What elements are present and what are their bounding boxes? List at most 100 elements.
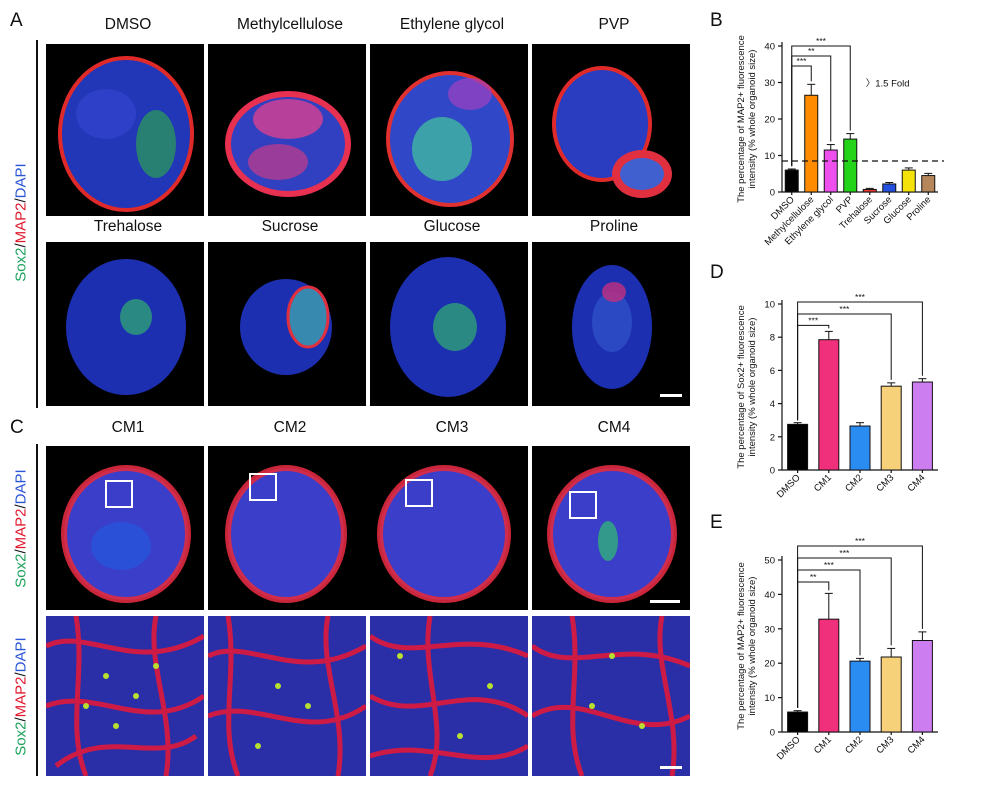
chart-e-bar [880, 656, 902, 733]
chart-d-ytick-label: 10 [764, 300, 775, 311]
chart-d-bar [818, 339, 840, 471]
col-label-glucose: Glucose [423, 218, 481, 235]
chart-b-ytick-label: 10 [764, 151, 775, 162]
chart-d-xtick-label: DMSO [775, 472, 803, 500]
chart-b-bar [843, 138, 858, 193]
micrograph-ethylene-glycol [370, 44, 528, 216]
panel-c-stain-label-top: Sox2/MAP2/DAPI [12, 469, 30, 588]
zoom-cm4 [532, 616, 690, 776]
chart-e-sig-bracket [797, 545, 923, 709]
chart-d-sig-label: *** [855, 292, 866, 302]
chart-e-svg: 0 10 20 30 40 50 The percentage of MAP2+ fluor… [736, 536, 938, 762]
chart-b-bar [882, 183, 897, 193]
chart-d-ytick-label: 2 [770, 432, 775, 443]
chart-d-bar [849, 425, 871, 471]
panel-a-divider [36, 40, 38, 408]
chart-d-xtick-label: CM1 [812, 472, 834, 494]
col-label-cm3: CM3 [435, 419, 469, 436]
chart-d-ytick-label: 0 [770, 466, 775, 477]
chart-b-svg: 0 10 20 30 40 The percentage of MAP2+ fluores… [736, 35, 944, 248]
micrograph-dmso [46, 44, 204, 216]
chart-b-sig-label: *** [816, 36, 827, 46]
micrograph-cm1 [46, 446, 204, 610]
chart-e-bar [818, 618, 840, 733]
micrograph-cm3 [360, 446, 528, 610]
chart-e: 0 10 20 30 40 50 The percentage of MAP2+ fluor… [720, 522, 995, 790]
chart-d-sig-label: *** [839, 304, 850, 314]
scale-bar-c-top [650, 600, 680, 603]
chart-b-bar [862, 188, 877, 193]
chart-d-ytick-label: 6 [770, 366, 775, 377]
col-label-cm2: CM2 [273, 419, 307, 436]
micrograph-proline [532, 242, 690, 406]
chart-b-ytick-label: 0 [770, 188, 775, 199]
chart-b-bar [901, 169, 916, 193]
chart-b-ytick-label: 40 [764, 42, 775, 53]
panel-c-divider [36, 444, 38, 776]
chart-d-ytick-label: 4 [770, 399, 775, 410]
chart-e-ytick-label: 30 [764, 624, 775, 635]
chart-d-sig-bracket [797, 313, 892, 421]
chart-d-bar [880, 385, 902, 471]
zoom-cm2 [208, 616, 366, 776]
chart-b: 0 10 20 30 40 The percentage of MAP2+ fluores… [720, 30, 995, 255]
chart-e-xtick-label: CM2 [843, 734, 865, 756]
chart-b-ylabel-line1: The percentage of MAP2+ fluorescence [736, 35, 747, 203]
panel-letter-a: A [10, 10, 23, 31]
chart-d-ytick-label: 8 [770, 333, 775, 344]
zoom-cm1 [46, 616, 204, 776]
chart-b-sig-label: ** [808, 46, 815, 56]
micrograph-sucrose [208, 242, 366, 406]
col-label-trehalose: Trehalose [93, 218, 163, 235]
chart-d-svg: 0 2 4 6 8 10 The percentage of Sox2+ fluoresce… [736, 292, 938, 500]
micrograph-cm2 [208, 446, 366, 610]
scale-bar-a [660, 394, 682, 397]
chart-e-xtick-label: CM4 [906, 734, 928, 756]
chart-d-xtick-label: CM4 [906, 472, 928, 494]
panel-letter-c: C [10, 417, 24, 438]
chart-b-bar [784, 169, 799, 193]
col-label-cm1: CM1 [111, 419, 145, 436]
col-label-cm4: CM4 [597, 419, 631, 436]
panel-c-stain-label-bottom: Sox2/MAP2/DAPI [12, 637, 30, 756]
chart-b-ylabel-line2: intensity (% whole organoid size) [747, 50, 758, 189]
chart-e-ytick-label: 0 [770, 728, 775, 739]
chart-b-bar [804, 94, 819, 193]
chart-d-bar [787, 423, 809, 471]
chart-b-annotation: 〉1.5 Fold [866, 79, 910, 90]
micrograph-cm4 [532, 446, 690, 610]
chart-b-sig-bracket [791, 45, 851, 167]
chart-e-sig-label: *** [839, 548, 850, 558]
panel-letter-b: B [710, 10, 723, 31]
chart-d-bar [911, 381, 933, 471]
chart-e-ytick-label: 20 [764, 659, 775, 670]
chart-e-xtick-label: CM1 [812, 734, 834, 756]
micrograph-glucose [370, 242, 528, 406]
chart-b-ytick-label: 20 [764, 115, 775, 126]
chart-e-ylabel-line2: intensity (% whole organoid size) [747, 577, 758, 716]
chart-b-sig-label: *** [797, 56, 808, 66]
chart-e-ytick-label: 10 [764, 693, 775, 704]
chart-e-sig-label: *** [855, 536, 866, 546]
col-label-ethylene-glycol: Ethylene glycol [399, 16, 505, 33]
micrograph-methylcellulose [208, 44, 366, 216]
chart-e-ytick-label: 50 [764, 556, 775, 567]
chart-e-sig-label: *** [824, 560, 835, 570]
chart-d-ylabel-line2: intensity (% whole organoid size) [747, 318, 758, 457]
chart-b-bar [823, 149, 838, 193]
panel-letter-e: E [710, 512, 723, 533]
chart-e-bar [911, 639, 933, 733]
panel-letter-d: D [710, 262, 724, 283]
col-label-methylcellulose: Methylcellulose [237, 16, 343, 33]
col-label-dmso: DMSO [104, 16, 152, 33]
chart-d: 0 2 4 6 8 10 The percentage of Sox2+ fluoresce… [720, 278, 995, 510]
chart-d-xtick-label: CM3 [874, 472, 896, 494]
chart-e-bar [787, 711, 809, 733]
chart-d-sig-label: *** [808, 315, 819, 325]
chart-b-ytick-label: 30 [764, 78, 775, 89]
chart-e-xtick-label: CM3 [874, 734, 896, 756]
col-label-sucrose: Sucrose [261, 218, 319, 235]
col-label-proline: Proline [589, 218, 639, 235]
chart-d-xtick-label: CM2 [843, 472, 865, 494]
chart-d-ylabel-line1: The percentage of Sox2+ fluorescence [736, 305, 747, 468]
